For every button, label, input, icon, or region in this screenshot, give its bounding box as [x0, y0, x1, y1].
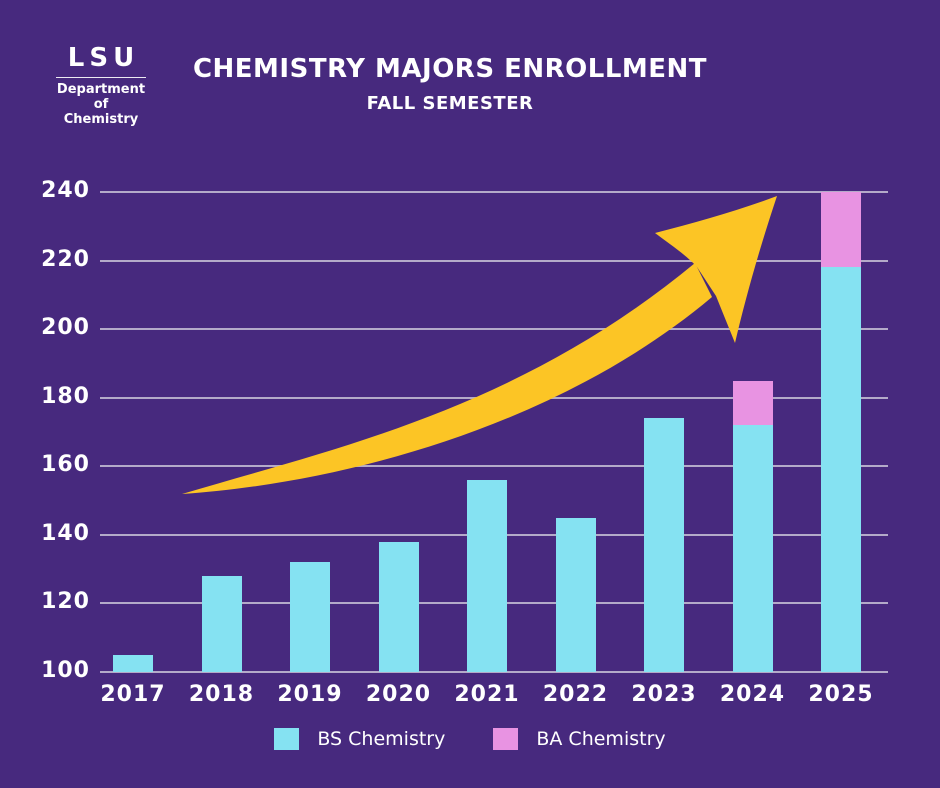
x-axis-label-2019: 2019	[277, 682, 343, 707]
lsu-logo-acronym: LSU	[67, 43, 140, 73]
bar-2025-bs	[821, 267, 861, 672]
bar-2021-bs	[467, 480, 507, 672]
y-axis-label-140: 140	[41, 520, 90, 546]
x-axis-label-2020: 2020	[365, 682, 432, 707]
page-title: CHEMISTRY MAJORS ENROLLMENT	[192, 54, 708, 84]
gridline-220	[100, 259, 888, 262]
bar-2024-bs	[732, 425, 773, 672]
y-axis-label-200: 200	[41, 315, 90, 341]
legend-label-ba: BA Chemistry	[536, 728, 666, 750]
logo-dept-line2: Chemistry	[63, 112, 139, 127]
legend-swatch-bs	[274, 728, 300, 750]
gridline-100	[100, 671, 888, 673]
header: CHEMISTRY MAJORS ENROLLMENT FALL SEMESTE…	[170, 54, 730, 114]
x-axis-label-2021: 2021	[454, 682, 520, 707]
lsu-logo: LSU Department of Chemistry	[56, 44, 146, 127]
bar-2025-ba	[821, 192, 861, 268]
x-axis-label-2018: 2018	[188, 682, 255, 707]
bar-2022-bs	[555, 517, 596, 672]
x-axis-label-2023: 2023	[631, 682, 697, 707]
gridline-240	[100, 191, 888, 193]
legend-label-bs: BS Chemistry	[317, 728, 446, 750]
logo-divider	[56, 77, 146, 78]
legend-swatch-ba	[493, 728, 519, 750]
x-axis-label-2022: 2022	[542, 682, 609, 707]
bar-2023-bs	[644, 418, 684, 672]
y-axis-label-100: 100	[41, 658, 90, 683]
legend-item-ba: BA Chemistry	[493, 728, 666, 750]
bar-2017-bs	[113, 654, 153, 672]
x-axis-label-2024: 2024	[719, 682, 786, 707]
y-axis-label-120: 120	[41, 589, 90, 615]
legend-item-bs: BS Chemistry	[274, 728, 445, 750]
y-axis-label-240: 240	[41, 178, 90, 203]
y-axis-label-160: 160	[41, 452, 90, 478]
logo-dept-line1: Department of	[56, 82, 146, 112]
x-axis-label-2025: 2025	[808, 682, 874, 707]
bar-2019-bs	[290, 562, 330, 672]
y-axis-label-180: 180	[41, 383, 90, 409]
bar-2018-bs	[201, 576, 242, 672]
bar-2024-ba	[732, 380, 773, 426]
legend: BS Chemistry BA Chemistry	[0, 728, 940, 750]
y-axis-label-220: 220	[41, 246, 90, 272]
page-subtitle: FALL SEMESTER	[366, 93, 534, 114]
gridline-200	[100, 328, 888, 331]
bar-2020-bs	[378, 541, 419, 672]
x-axis-label-2017: 2017	[100, 682, 166, 707]
